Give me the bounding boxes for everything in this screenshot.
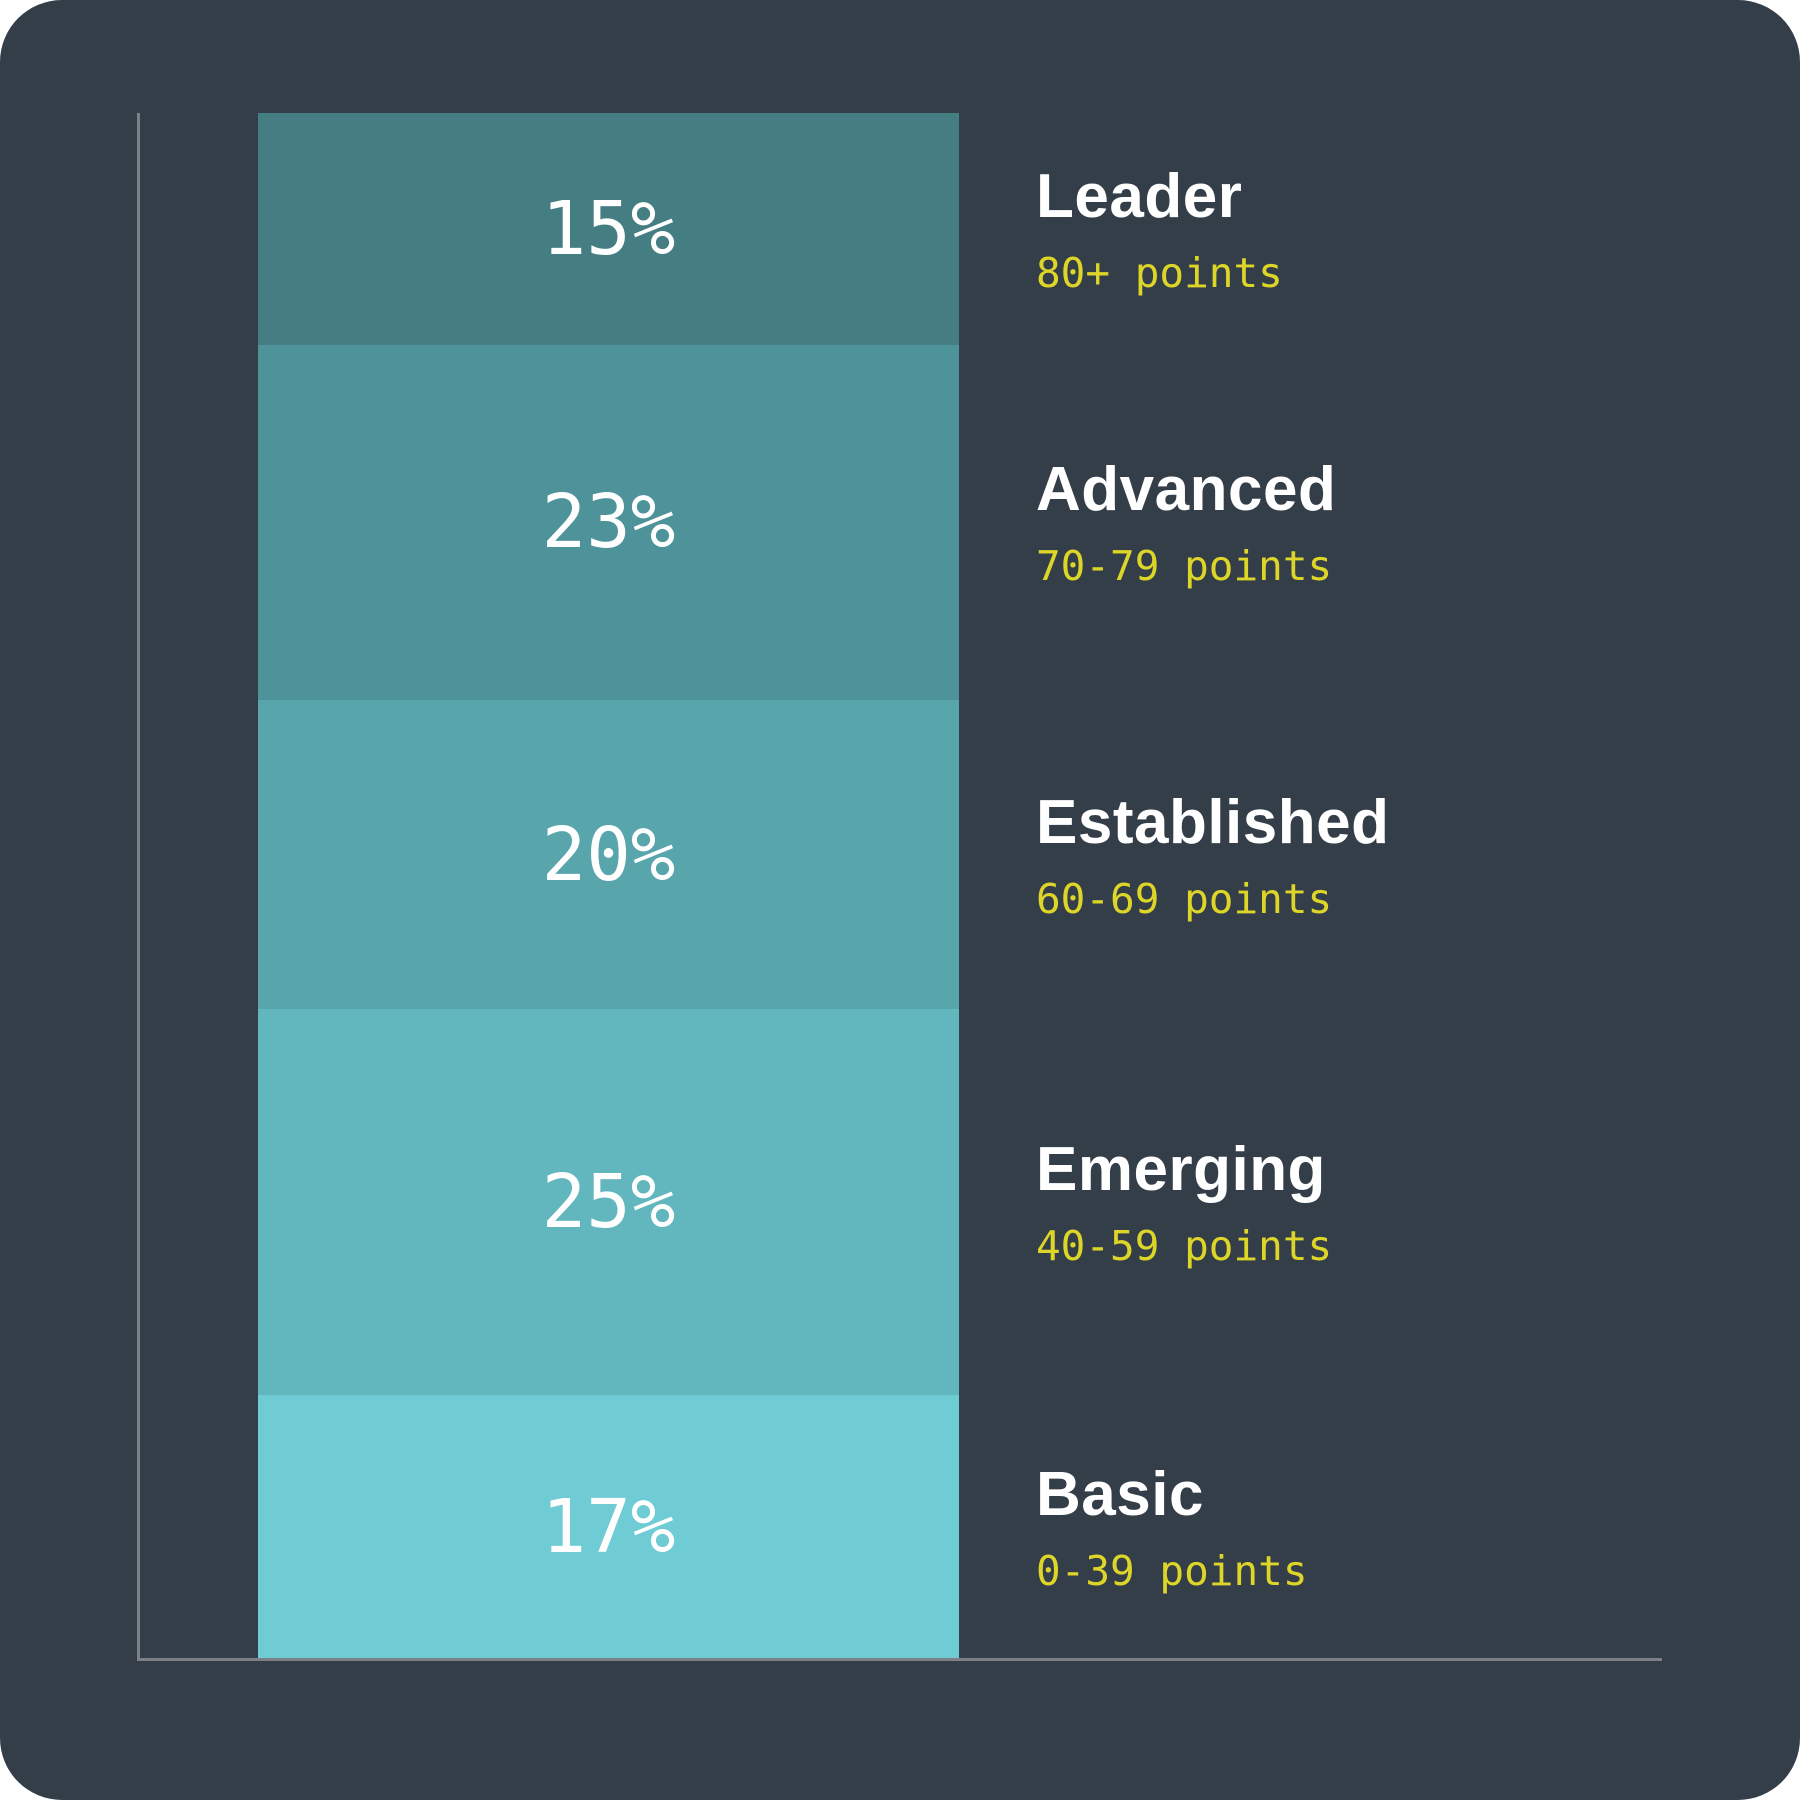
tier-range: 70-79 points bbox=[1036, 542, 1333, 591]
tier-name: Emerging bbox=[1036, 1135, 1326, 1205]
tier-range: 0-39 points bbox=[1036, 1546, 1308, 1595]
stacked-bar: 15% 23% 20% 25% 17% bbox=[258, 113, 959, 1658]
tier-label-basic: Basic 0-39 points bbox=[1036, 1460, 1308, 1594]
bar-segment-emerging: 25% bbox=[258, 1009, 959, 1396]
segment-value-label: 15% bbox=[541, 185, 676, 272]
bar-segment-established: 20% bbox=[258, 700, 959, 1010]
segment-value-label: 23% bbox=[541, 479, 676, 566]
tier-range: 60-69 points bbox=[1036, 874, 1333, 923]
tier-range: 80+ points bbox=[1036, 248, 1283, 297]
tier-name: Advanced bbox=[1036, 455, 1337, 525]
segment-value-label: 25% bbox=[541, 1159, 676, 1246]
tier-range: 40-59 points bbox=[1036, 1222, 1333, 1271]
bar-segment-advanced: 23% bbox=[258, 344, 959, 701]
tier-label-leader: Leader 80+ points bbox=[1036, 162, 1283, 296]
y-axis-line bbox=[137, 113, 140, 1661]
bar-segment-leader: 15% bbox=[258, 113, 959, 345]
segment-value-label: 20% bbox=[541, 811, 676, 898]
tier-name: Established bbox=[1036, 787, 1390, 857]
x-axis-line bbox=[137, 1658, 1662, 1661]
tier-label-advanced: Advanced 70-79 points bbox=[1036, 455, 1336, 589]
segment-value-label: 17% bbox=[541, 1483, 676, 1570]
tier-label-emerging: Emerging 40-59 points bbox=[1036, 1135, 1332, 1269]
tier-name: Leader bbox=[1036, 161, 1243, 231]
tier-label-established: Established 60-69 points bbox=[1036, 788, 1390, 922]
bar-segment-basic: 17% bbox=[258, 1395, 959, 1658]
tier-name: Basic bbox=[1036, 1459, 1204, 1529]
